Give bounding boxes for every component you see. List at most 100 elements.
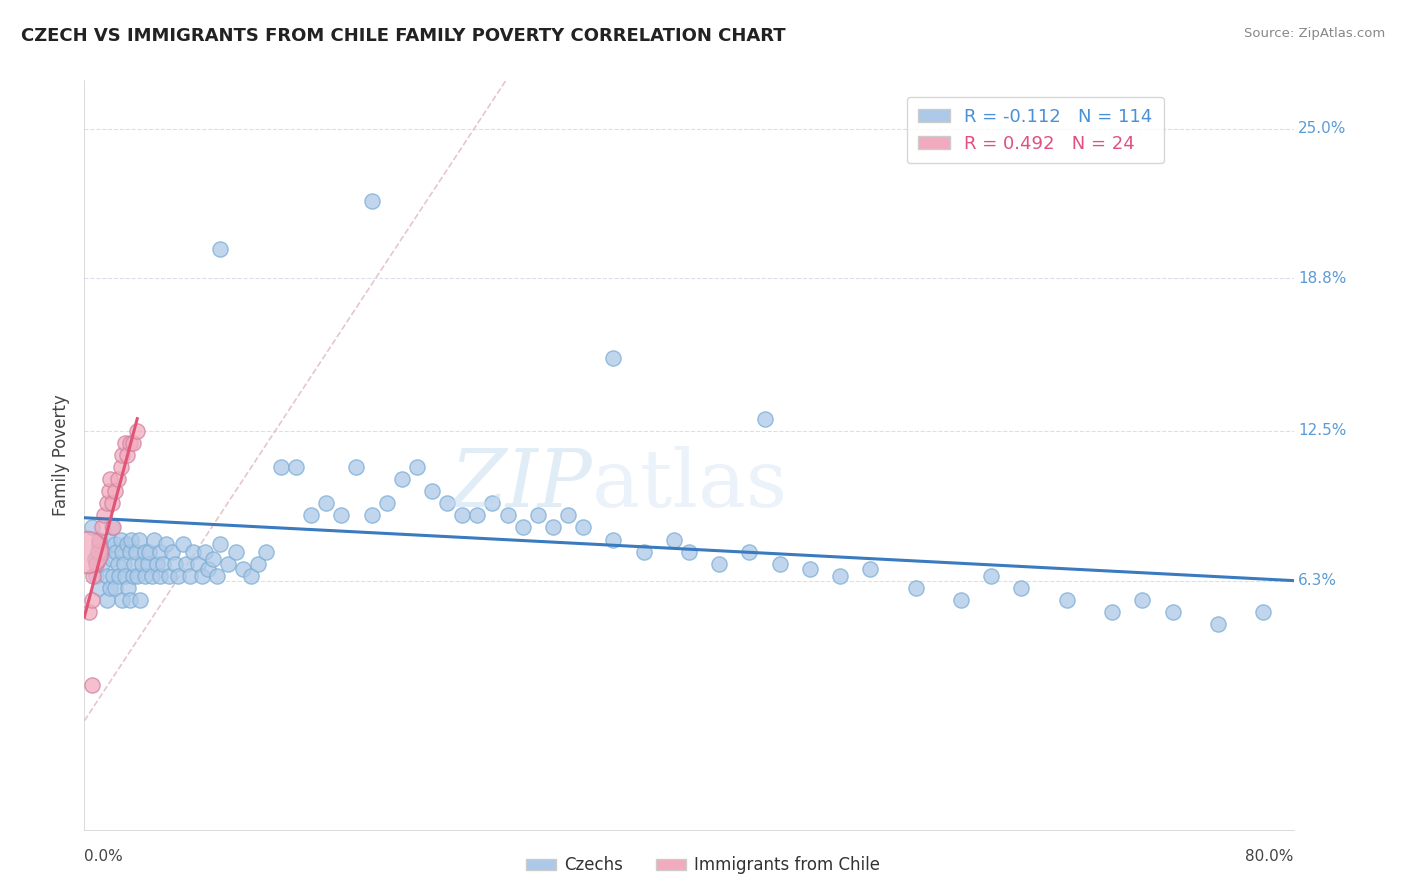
Point — [111, 448, 134, 462]
Point — [678, 544, 700, 558]
Point — [481, 496, 503, 510]
Point — [101, 568, 124, 582]
Point — [77, 605, 100, 619]
Point — [87, 544, 110, 558]
Point — [141, 568, 163, 582]
Point — [149, 568, 172, 582]
Point — [1056, 593, 1078, 607]
Point — [738, 544, 761, 558]
Point — [80, 593, 103, 607]
Point — [207, 568, 229, 582]
Point — [152, 557, 174, 571]
Point — [633, 544, 655, 558]
Text: 6.3%: 6.3% — [1298, 573, 1337, 588]
Point — [197, 561, 219, 575]
Point — [134, 568, 156, 582]
Point — [80, 677, 103, 691]
Point — [157, 568, 180, 582]
Point — [285, 460, 308, 475]
Point — [100, 552, 122, 566]
Point — [98, 472, 121, 486]
Point — [155, 537, 177, 551]
Point — [149, 544, 172, 558]
Point — [122, 557, 145, 571]
Point — [1161, 605, 1184, 619]
Point — [118, 435, 141, 450]
Point — [89, 533, 111, 547]
Text: Source: ZipAtlas.com: Source: ZipAtlas.com — [1244, 27, 1385, 40]
Legend: Czechs, Immigrants from Chile: Czechs, Immigrants from Chile — [519, 849, 887, 881]
Text: 25.0%: 25.0% — [1298, 121, 1347, 136]
Point — [172, 537, 194, 551]
Point — [209, 537, 232, 551]
Point — [662, 533, 685, 547]
Text: atlas: atlas — [592, 446, 787, 524]
Point — [859, 561, 882, 575]
Point — [121, 435, 143, 450]
Point — [391, 472, 413, 486]
Point — [1206, 617, 1229, 632]
Point — [187, 557, 209, 571]
Point — [127, 424, 149, 438]
Point — [104, 484, 127, 499]
Point — [91, 557, 114, 571]
Point — [131, 557, 153, 571]
Point — [111, 544, 134, 558]
Point — [76, 544, 98, 558]
Point — [1011, 581, 1033, 595]
Point — [451, 508, 474, 523]
Point — [467, 508, 489, 523]
Point — [375, 496, 398, 510]
Text: CZECH VS IMMIGRANTS FROM CHILE FAMILY POVERTY CORRELATION CHART: CZECH VS IMMIGRANTS FROM CHILE FAMILY PO… — [21, 27, 786, 45]
Point — [270, 460, 292, 475]
Point — [557, 508, 579, 523]
Point — [179, 568, 201, 582]
Point — [115, 448, 138, 462]
Point — [108, 568, 131, 582]
Point — [330, 508, 353, 523]
Point — [299, 508, 322, 523]
Point — [181, 544, 204, 558]
Point — [602, 533, 624, 547]
Point — [121, 568, 143, 582]
Point — [830, 568, 852, 582]
Point — [174, 557, 197, 571]
Point — [86, 557, 108, 571]
Point — [114, 568, 136, 582]
Point — [239, 568, 262, 582]
Point — [572, 520, 595, 534]
Point — [105, 544, 128, 558]
Point — [80, 520, 103, 534]
Point — [165, 557, 187, 571]
Point — [93, 508, 115, 523]
Point — [167, 568, 190, 582]
Point — [97, 533, 120, 547]
Legend: R = -0.112   N = 114, R = 0.492   N = 24: R = -0.112 N = 114, R = 0.492 N = 24 — [907, 97, 1164, 163]
Point — [96, 496, 118, 510]
Point — [496, 508, 519, 523]
Point — [225, 544, 247, 558]
Point — [107, 557, 129, 571]
Point — [96, 593, 118, 607]
Point — [118, 544, 141, 558]
Point — [980, 568, 1002, 582]
Point — [191, 568, 214, 582]
Point — [217, 557, 239, 571]
Point — [111, 593, 134, 607]
Point — [100, 520, 122, 534]
Point — [1253, 605, 1275, 619]
Text: 0.0%: 0.0% — [84, 849, 124, 863]
Point — [254, 544, 277, 558]
Point — [138, 544, 160, 558]
Point — [754, 411, 776, 425]
Point — [527, 508, 550, 523]
Point — [89, 537, 111, 551]
Point — [194, 544, 217, 558]
Point — [82, 568, 104, 582]
Point — [112, 557, 135, 571]
Point — [107, 472, 129, 486]
Text: ZIP: ZIP — [450, 446, 592, 524]
Y-axis label: Family Poverty: Family Poverty — [52, 394, 70, 516]
Text: 18.8%: 18.8% — [1298, 271, 1347, 286]
Point — [125, 544, 148, 558]
